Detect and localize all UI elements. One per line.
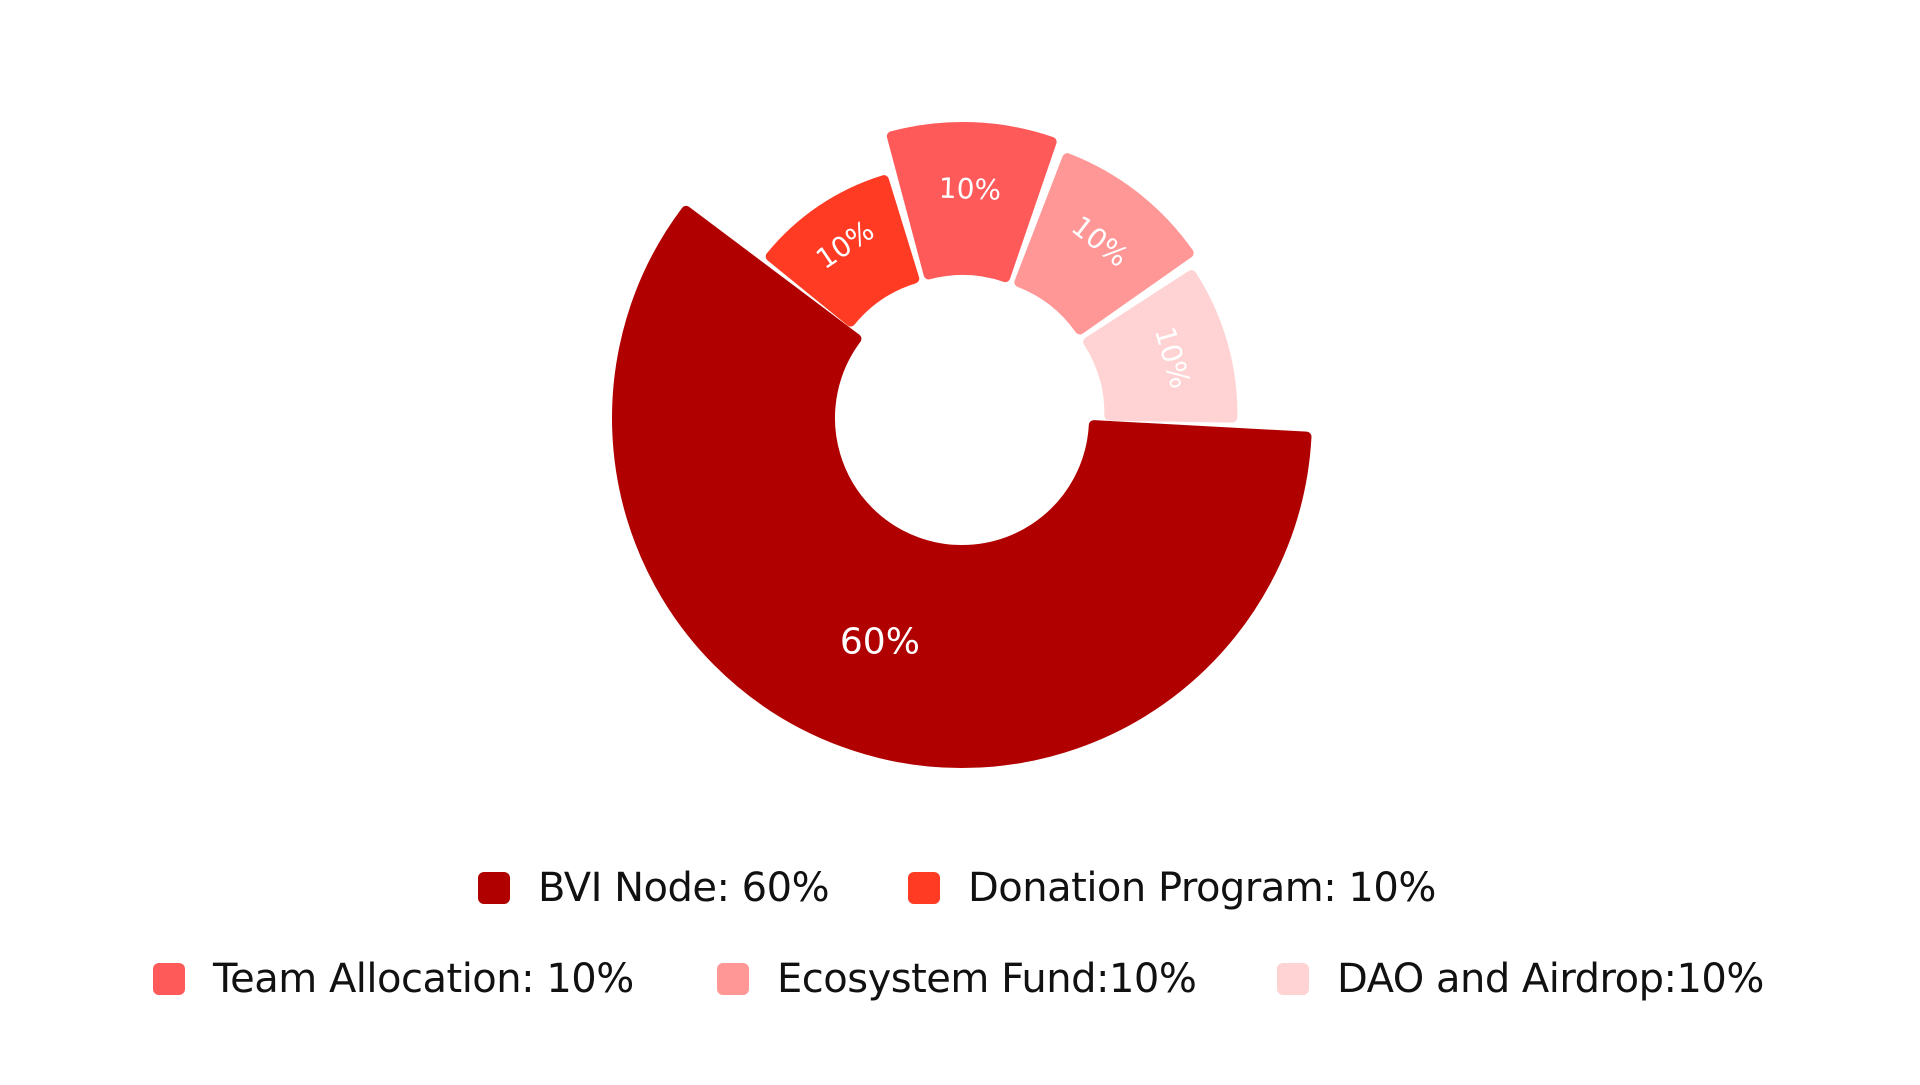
legend-row-2: Team Allocation: 10% Ecosystem Fund:10% … <box>0 949 1920 1009</box>
legend-item-ecosystem-fund[interactable]: Ecosystem Fund:10% <box>717 949 1197 1009</box>
legend-swatch-ecosystem-fund <box>717 963 749 995</box>
legend-swatch-team-allocation <box>153 963 185 995</box>
legend-item-team-allocation[interactable]: Team Allocation: 10% <box>153 949 634 1009</box>
slice-donation-program[interactable] <box>765 175 920 327</box>
slice-dao-and-airdrop[interactable] <box>1083 270 1238 423</box>
legend-label-dao-and-airdrop: DAO and Airdrop:10% <box>1337 956 1764 1002</box>
legend-swatch-bvi-node <box>478 872 510 904</box>
legend-item-dao-and-airdrop[interactable]: DAO and Airdrop:10% <box>1277 949 1764 1009</box>
slice-label-bvi-node: 60% <box>840 622 920 663</box>
legend-item-donation-program[interactable]: Donation Program: 10% <box>908 858 1436 918</box>
legend-label-team-allocation: Team Allocation: 10% <box>213 956 634 1002</box>
legend-label-donation-program: Donation Program: 10% <box>968 865 1436 911</box>
legend-row-1: BVI Node: 60% Donation Program: 10% <box>0 858 1920 918</box>
slice-team-allocation[interactable] <box>886 122 1057 283</box>
slice-bvi-node[interactable] <box>612 205 1312 768</box>
legend-label-bvi-node: BVI Node: 60% <box>538 865 830 911</box>
legend-label-ecosystem-fund: Ecosystem Fund:10% <box>777 956 1197 1002</box>
legend-swatch-dao-and-airdrop <box>1277 963 1309 995</box>
slice-ecosystem-fund[interactable] <box>1014 153 1194 335</box>
slice-label-team-allocation: 10% <box>938 172 1001 207</box>
legend-item-bvi-node[interactable]: BVI Node: 60% <box>478 858 830 918</box>
legend-swatch-donation-program <box>908 872 940 904</box>
